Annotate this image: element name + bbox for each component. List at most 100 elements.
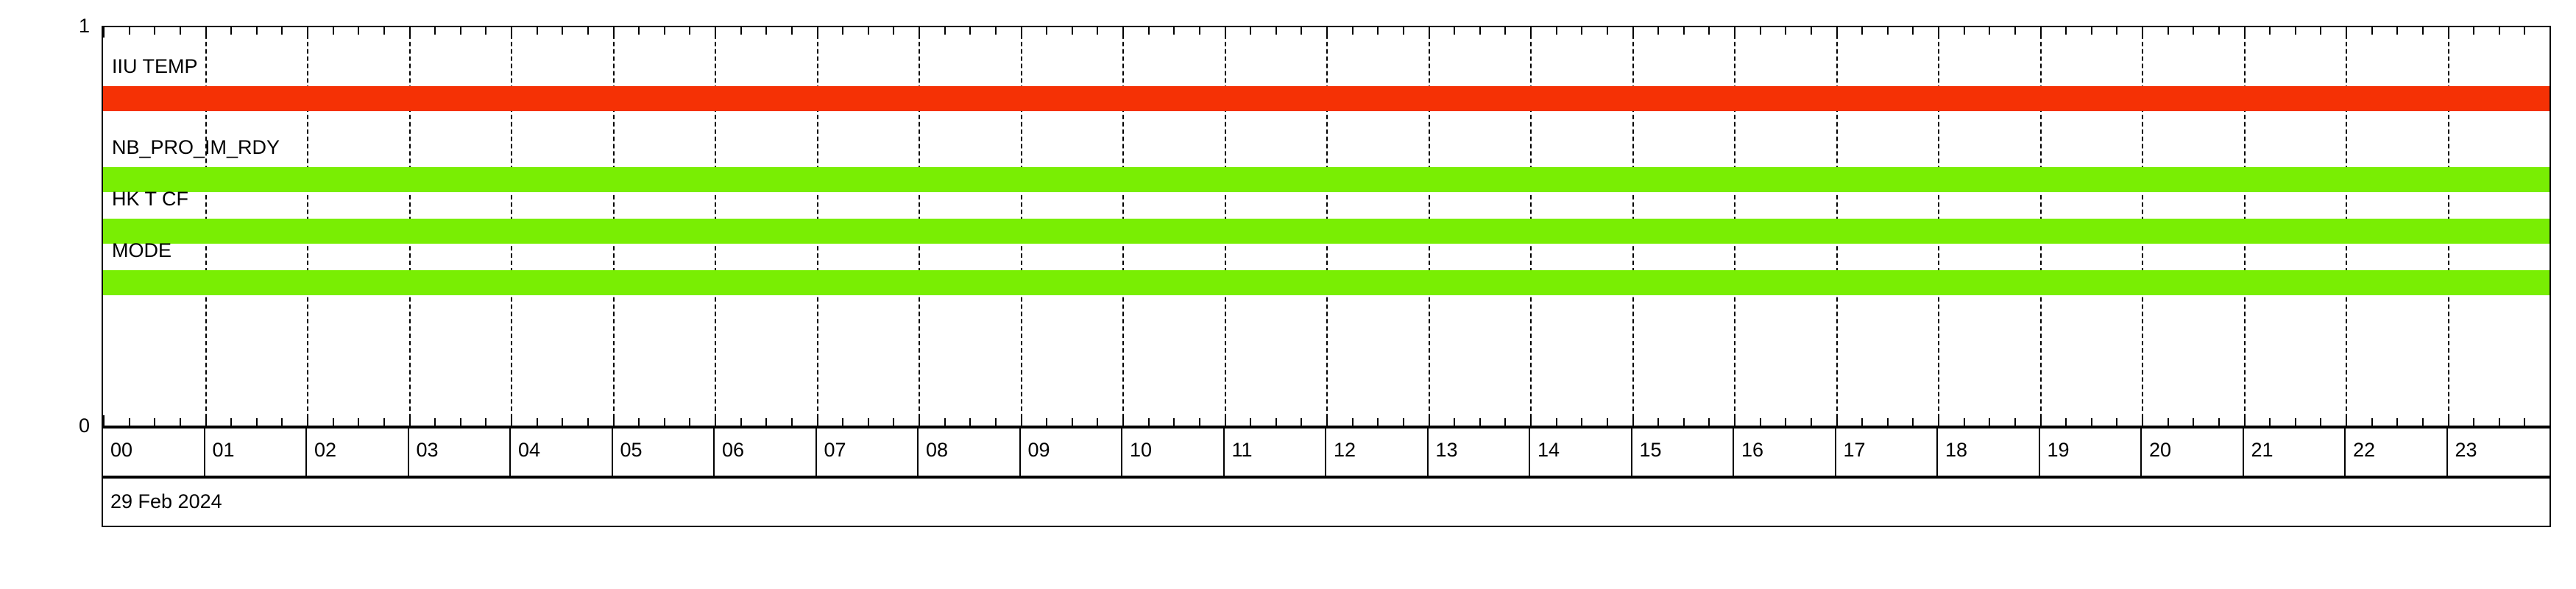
tick-minor-bot [1097,418,1099,426]
tick-minor-top [790,27,793,35]
state-label-1: NB_PRO_IM_RDY [112,136,280,158]
state-bar-0 [103,86,2550,111]
hour-cell-21: 21 [2244,428,2346,476]
hour-label: 20 [2149,439,2172,461]
tick-minor-bot [128,418,130,426]
tick-minor-bot [765,418,768,426]
tick-minor-top [689,27,691,35]
tick-minor-top [1351,27,1354,35]
tick-major-bot [1836,415,1838,426]
tick-major-bot [1326,415,1328,426]
tick-minor-top [2371,27,2373,35]
plot-area: IIU TEMP NB_PRO_IM_RDY HK T CF MODE [102,26,2551,427]
hour-cell-15: 15 [1632,428,1734,476]
tick-minor-bot [2396,418,2399,426]
tick-major-bot [1428,415,1430,426]
tick-minor-bot [1275,418,1277,426]
tick-minor-top [2116,27,2118,35]
tick-minor-bot [281,418,283,426]
state-bar-3 [103,270,2550,295]
tick-minor-bot [1071,418,1073,426]
tick-major-top [1326,27,1328,38]
tick-major-bot [612,415,615,426]
tick-major-top [1224,27,1226,38]
tick-minor-top [740,27,742,35]
tick-minor-top [1708,27,1710,35]
tick-minor-top [2218,27,2220,35]
tick-minor-bot [1708,418,1710,426]
tick-minor-bot [1173,418,1175,426]
tick-minor-top [2396,27,2399,35]
tick-minor-top [2320,27,2322,35]
tick-minor-bot [1402,418,1404,426]
tick-minor-bot [255,418,258,426]
tick-minor-bot [2320,418,2322,426]
tick-minor-top [638,27,640,35]
hour-label: 19 [2047,439,2070,461]
hour-label: 11 [1231,439,1253,461]
state-label-0: IIU TEMP [112,55,198,77]
tick-major-bot [307,415,308,426]
tick-major-bot [1530,415,1532,426]
tick-minor-bot [2473,418,2475,426]
tick-minor-top [2473,27,2475,35]
tick-minor-bot [459,418,461,426]
tick-minor-bot [1912,418,1914,426]
tick-major-bot [2039,415,2042,426]
tick-minor-top [1504,27,1507,35]
tick-major-bot [1632,415,1634,426]
tick-minor-top [1377,27,1379,35]
tick-minor-bot [2421,418,2424,426]
tick-minor-top [1250,27,1252,35]
tick-minor-bot [1377,418,1379,426]
tick-minor-bot [358,418,360,426]
tick-minor-bot [1606,418,1608,426]
tick-major-top [2142,27,2143,38]
hour-label: 21 [2251,439,2274,461]
state-bar-1 [103,167,2550,192]
hour-label: 02 [314,439,337,461]
hour-label: 23 [2455,439,2477,461]
tick-minor-top [179,27,181,35]
hour-label-row: 00 01 02 03 04 05 06 07 08 09 10 11 12 13 14 15 16 17 18 19… [102,427,2551,477]
date-row: 29 Feb 2024 [102,477,2551,527]
tick-major-bot [2243,415,2246,426]
tick-minor-top [2524,27,2526,35]
tick-major-bot [103,415,105,426]
hour-cell-09: 09 [1021,428,1122,476]
tick-minor-bot [1555,418,1557,426]
hour-cell-23: 23 [2448,428,2550,476]
tick-major-bot [816,415,818,426]
tick-major-top [1632,27,1634,38]
tick-minor-bot [1250,418,1252,426]
tick-minor-top [1301,27,1303,35]
tick-minor-top [663,27,665,35]
hour-cell-16: 16 [1734,428,1836,476]
tick-minor-bot [638,418,640,426]
tick-minor-bot [2090,418,2092,426]
hour-cell-05: 05 [613,428,715,476]
tick-minor-top [969,27,972,35]
tick-minor-bot [587,418,589,426]
tick-minor-top [1606,27,1608,35]
tick-minor-top [485,27,487,35]
tick-minor-bot [154,418,156,426]
hour-label: 00 [110,439,133,461]
tick-major-top [1020,27,1022,38]
hour-label: 15 [1639,439,1662,461]
tick-minor-top [1657,27,1660,35]
tick-minor-bot [944,418,946,426]
hour-cell-20: 20 [2142,428,2244,476]
tick-minor-bot [1963,418,1965,426]
state-label-2: HK T CF [112,188,189,210]
tick-minor-top [434,27,436,35]
tick-major-bot [919,415,920,426]
hour-label: 05 [620,439,643,461]
tick-minor-top [1759,27,1761,35]
tick-minor-top [1555,27,1557,35]
hour-label: 01 [212,439,235,461]
tick-major-bot [1734,415,1735,426]
y-axis-label-bottom: 0 [78,415,90,437]
tick-minor-top [383,27,385,35]
